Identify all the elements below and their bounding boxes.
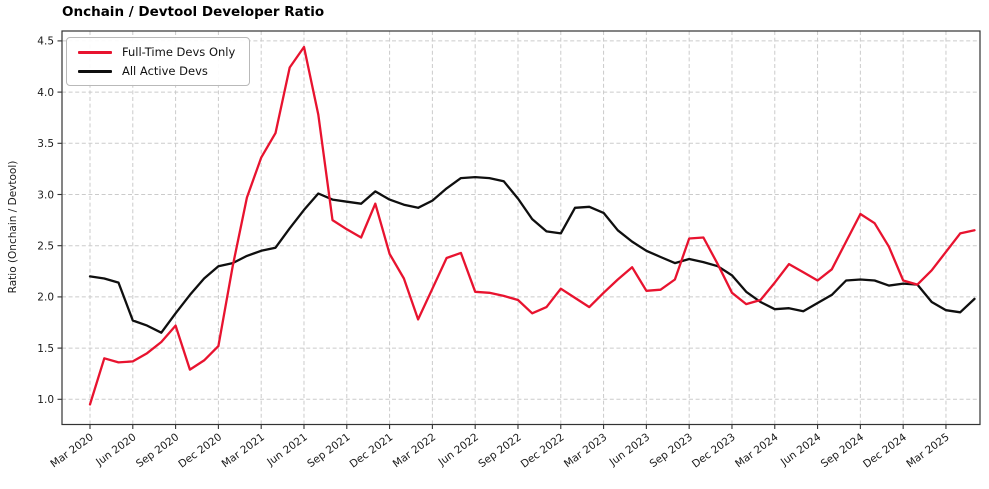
y-tick-label: 3.0 bbox=[37, 189, 54, 201]
gridlines bbox=[62, 31, 980, 425]
x-tick-label: Dec 2023 bbox=[690, 431, 738, 470]
legend: Full-Time Devs Only All Active Devs bbox=[66, 37, 251, 86]
legend-line-swatch-black bbox=[78, 69, 112, 73]
x-tick-label: Jun 2021 bbox=[264, 431, 309, 469]
y-tick-label: 4.0 bbox=[37, 87, 54, 99]
legend-label-fulltime: Full-Time Devs Only bbox=[122, 45, 236, 59]
x-tick-label: Mar 2022 bbox=[391, 431, 438, 470]
x-tick-label: Dec 2022 bbox=[519, 431, 567, 470]
x-tick-label: Sep 2024 bbox=[819, 431, 867, 470]
legend-item-fulltime: Full-Time Devs Only bbox=[78, 45, 235, 59]
chart-title: Onchain / Devtool Developer Ratio bbox=[62, 4, 325, 20]
y-tick-label: 1.5 bbox=[37, 343, 54, 355]
x-tick-label: Jun 2023 bbox=[607, 431, 652, 469]
x-tick-label: Mar 2020 bbox=[48, 431, 95, 470]
y-tick-label: 2.5 bbox=[37, 241, 54, 253]
x-tick-label: Mar 2025 bbox=[904, 431, 951, 470]
x-tick-label: Mar 2024 bbox=[733, 431, 781, 470]
y-tick-label: 1.0 bbox=[37, 394, 54, 406]
x-tick-label: Jun 2022 bbox=[435, 431, 480, 469]
all-active-devs-line bbox=[88, 175, 976, 334]
legend-line-swatch-red bbox=[78, 50, 112, 54]
x-tick-label: Dec 2020 bbox=[176, 431, 224, 470]
x-tick-label: Dec 2024 bbox=[861, 431, 909, 471]
y-tick-label: 4.5 bbox=[37, 36, 54, 48]
plot-border bbox=[61, 30, 981, 426]
x-tick-label: Jun 2024 bbox=[778, 431, 824, 469]
x-tick-label: Sep 2021 bbox=[305, 431, 352, 470]
y-tick-label: 3.5 bbox=[37, 138, 54, 150]
x-tick-label: Sep 2023 bbox=[648, 431, 695, 470]
series-lines bbox=[88, 45, 976, 406]
y-axis-ticks: 1.0 1.5 2.0 2.5 3.0 3.5 4.0 4.5 bbox=[37, 36, 62, 406]
x-tick-label: Sep 2022 bbox=[476, 431, 523, 470]
legend-item-allactive: All Active Devs bbox=[78, 64, 235, 78]
x-tick-label: Dec 2021 bbox=[348, 431, 396, 470]
fulltime-devs-line bbox=[88, 45, 976, 406]
legend-label-allactive: All Active Devs bbox=[122, 64, 208, 78]
x-tick-label: Mar 2023 bbox=[562, 431, 609, 470]
x-tick-label: Mar 2021 bbox=[220, 431, 267, 470]
x-tick-label: Jun 2020 bbox=[93, 431, 138, 469]
x-tick-label: Sep 2020 bbox=[134, 431, 181, 470]
y-axis-label: Ratio (Onchain / Devtool) bbox=[7, 161, 19, 294]
y-tick-label: 2.0 bbox=[37, 292, 54, 304]
